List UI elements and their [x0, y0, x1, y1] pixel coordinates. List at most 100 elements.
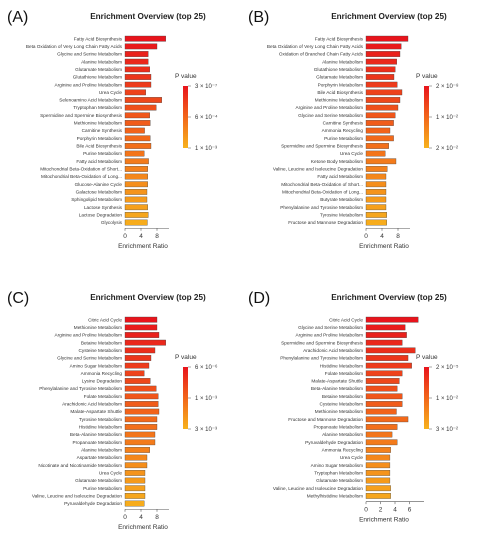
category-label: Arachidonic Acid Metabolism: [62, 402, 122, 407]
category-label: Folate Metabolism: [84, 394, 122, 399]
legend-title: P value: [416, 354, 438, 361]
bar: [124, 150, 145, 157]
category-label: Methylhistidine Metabolism: [307, 493, 363, 498]
category-label: Mitochondrial Beta-Oxidation of Long...: [282, 190, 363, 195]
category-label: Cysteine Metabolism: [319, 402, 363, 407]
category-label: Beta-Alanine Metabolism: [311, 386, 363, 391]
bar: [124, 347, 156, 354]
category-label: Glutamate Metabolism: [316, 75, 363, 80]
category-label: Malate-Aspartate Shuttle: [311, 379, 363, 384]
category-label: Mitochondrial Beta-Oxidation of Long...: [41, 174, 122, 179]
bar: [124, 35, 166, 42]
bar: [124, 58, 149, 65]
category-label: Mitochondrial Beta-Oxidation of Short...: [281, 182, 363, 187]
x-axis-title: Enrichment Ratio: [359, 517, 409, 524]
category-label: Tyrosine Metabolism: [320, 212, 363, 217]
category-label: Alanine Metabolism: [81, 448, 122, 453]
category-label: Valine, Leucine and Isoleucine Degradati…: [32, 493, 122, 498]
bar: [365, 150, 386, 157]
category-label: Arachidonic Acid Metabolism: [303, 348, 363, 353]
category-label: Glycine and Serine Metabolism: [57, 52, 122, 57]
bar: [365, 493, 391, 499]
category-label: Ketone Body Metabolism: [311, 159, 363, 164]
bar: [124, 500, 145, 507]
category-label: Sphingolipid Metabolism: [71, 197, 122, 202]
legend-tick-label: 1 × 10⁻²: [436, 115, 458, 121]
legend-colorbar: [183, 86, 188, 148]
category-label: Ammonia Recycling: [322, 448, 364, 453]
legend-title: P value: [175, 354, 197, 361]
category-label: Histidine Metabolism: [320, 363, 363, 368]
bar: [124, 89, 146, 96]
category-label: Alanine Metabolism: [322, 432, 363, 437]
x-tick-label: 0: [123, 233, 127, 240]
bar: [124, 158, 149, 165]
bar: [365, 393, 403, 400]
category-label: Valine, Leucine and Isoleucine Degradati…: [273, 486, 363, 491]
bar: [365, 51, 401, 57]
legend-colorbar: [183, 367, 188, 429]
bar: [365, 58, 397, 65]
bar: [365, 485, 391, 492]
bar: [365, 362, 412, 369]
bar: [124, 470, 146, 476]
bar: [365, 219, 387, 226]
category-label: Glutathione Metabolism: [73, 75, 122, 80]
bar: [124, 431, 156, 438]
category-label: Alanine Metabolism: [81, 59, 122, 64]
bar: [124, 339, 166, 346]
bar: [124, 316, 158, 323]
bar: [365, 74, 395, 80]
category-label: Glycine and Serine Metabolism: [298, 113, 363, 118]
category-label: Lactose Degradation: [79, 212, 123, 217]
category-label: Fatty acid Metabolism: [76, 159, 122, 164]
bar: [124, 477, 146, 484]
x-tick-label: 8: [155, 233, 159, 240]
x-tick-label: 0: [364, 233, 368, 240]
category-label: Spermidine and Spermine Biosynthesis: [281, 340, 363, 345]
category-label: Tryptophan Metabolism: [73, 105, 122, 110]
category-label: Valine, Leucine and Isoleucine Degradati…: [273, 167, 363, 172]
bar: [365, 120, 394, 126]
category-label: Spermidine and Spermine Biosynthesis: [40, 113, 122, 118]
bar: [365, 385, 398, 392]
bar: [124, 173, 148, 180]
category-label: Porphyrin Metabolism: [77, 136, 122, 141]
category-label: Arginine and Proline Metabolism: [296, 105, 364, 110]
bar: [124, 81, 152, 88]
bar: [365, 316, 419, 323]
category-label: Methionine Metabolism: [74, 325, 122, 330]
bar: [365, 166, 388, 172]
x-tick-label: 4: [139, 514, 143, 521]
category-label: Amino Sugar Metabolism: [70, 363, 122, 368]
bar: [124, 104, 157, 111]
bar: [365, 454, 391, 461]
bar: [124, 385, 157, 392]
bar: [365, 204, 387, 211]
category-label: Glutamate Metabolism: [75, 478, 122, 483]
category-label: Betaine Metabolism: [81, 340, 122, 345]
bar: [124, 120, 151, 126]
bar: [124, 485, 146, 492]
legend-tick-label: 1 × 10⁻³: [195, 146, 217, 152]
bar: [365, 339, 403, 346]
bar: [124, 439, 156, 446]
bar: [365, 104, 399, 111]
category-label: Urea Cycle: [99, 471, 123, 476]
bar: [124, 416, 158, 423]
bar: [365, 181, 387, 188]
category-label: Fatty Acid Biosynthesis: [315, 36, 364, 41]
category-label: Ammonia Recycling: [81, 371, 123, 376]
category-label: Phenylalanine and Tyrosine Metabolism: [280, 356, 363, 361]
x-tick-label: 4: [139, 233, 143, 240]
category-label: Arginine and Proline Metabolism: [296, 333, 364, 338]
category-label: Fatty acid Metabolism: [317, 174, 363, 179]
bar: [365, 416, 409, 423]
x-tick-label: 0: [364, 507, 368, 514]
bar: [365, 43, 402, 50]
bar: [365, 66, 396, 73]
x-tick-label: 4: [380, 233, 384, 240]
bar: [365, 173, 387, 180]
bar: [124, 401, 159, 407]
bar: [365, 189, 387, 195]
